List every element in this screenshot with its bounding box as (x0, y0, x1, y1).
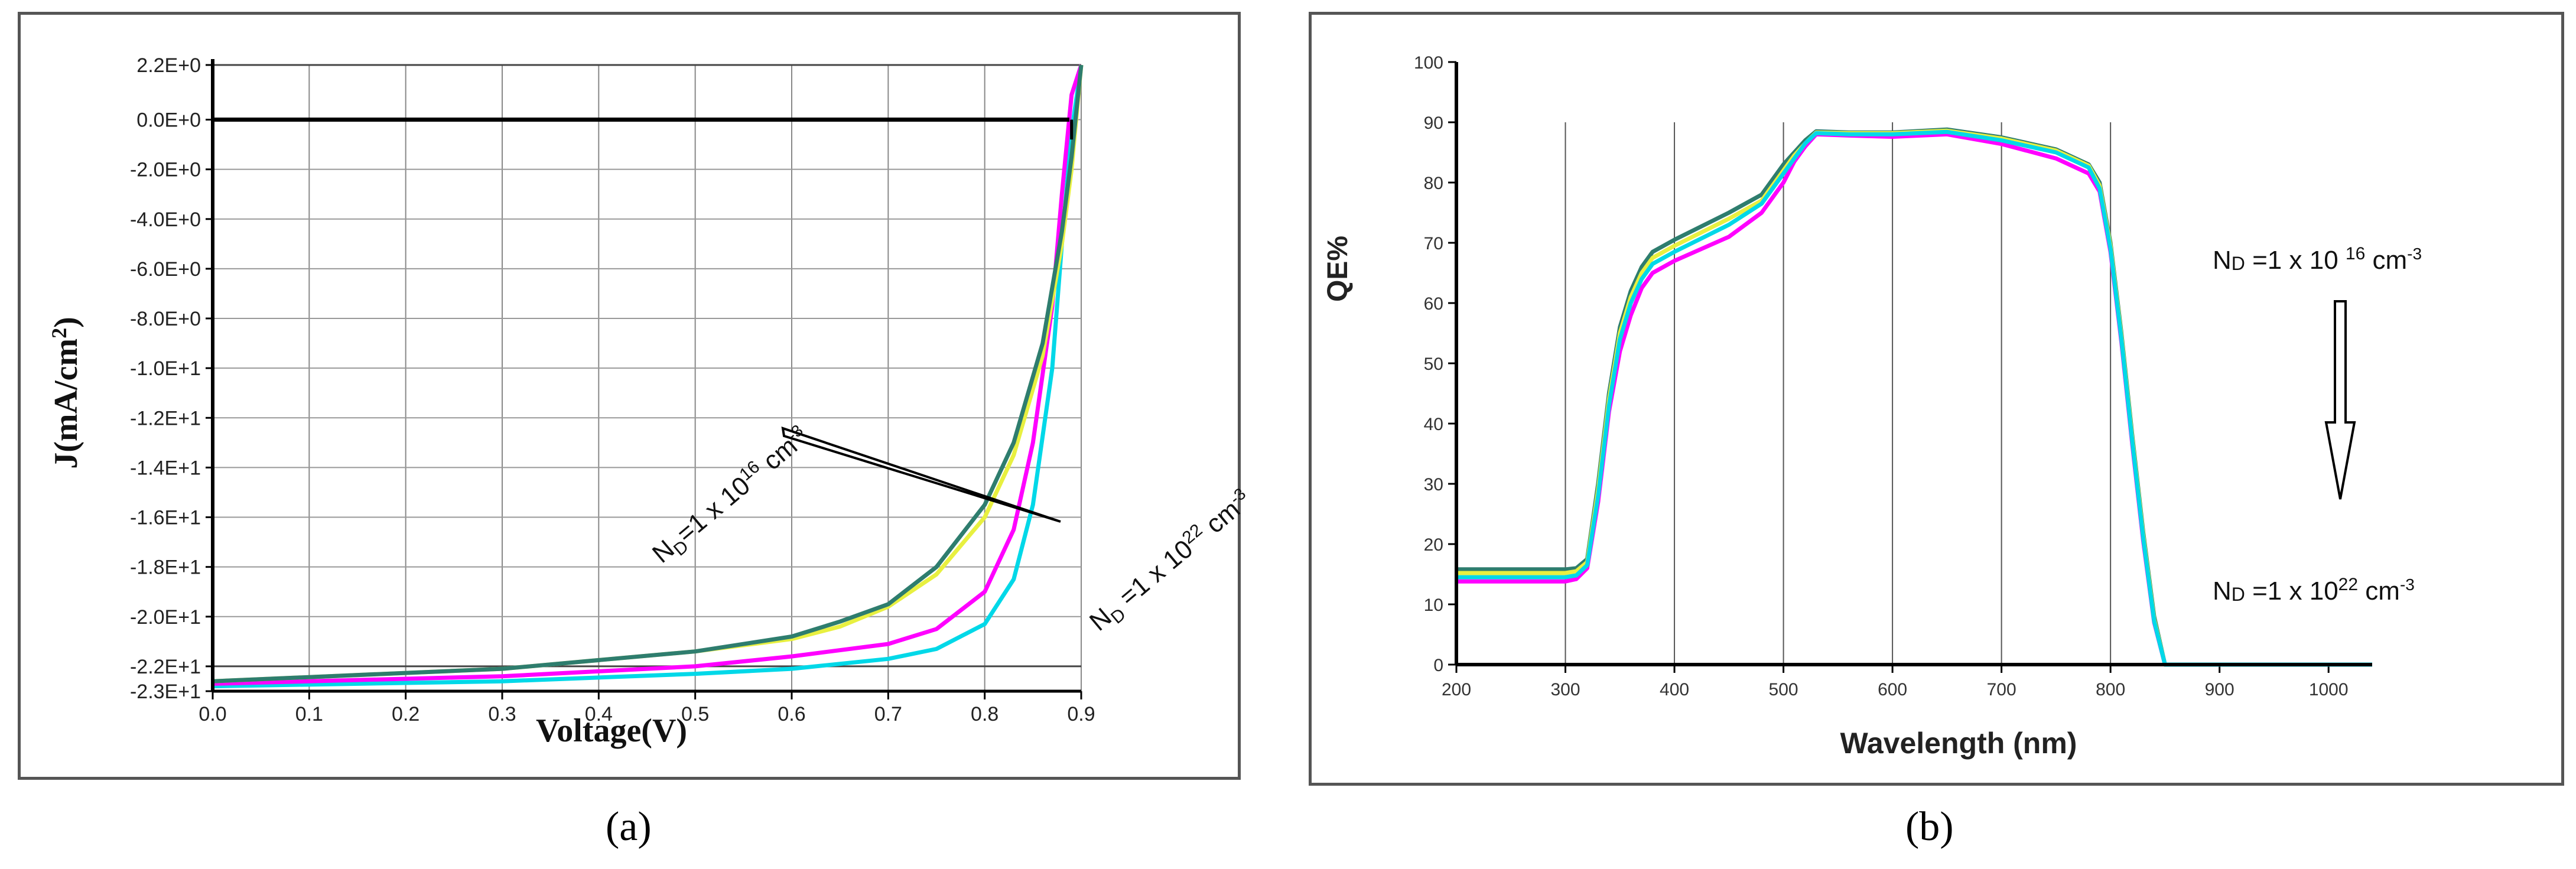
qe-x-tick-label: 800 (2096, 680, 2125, 699)
qe-x-tick-label: 400 (1660, 680, 1689, 699)
qe-x-tick-label: 1000 (2309, 680, 2349, 699)
qe-x-tick-label: 700 (1987, 680, 2016, 699)
qe-y-tick-label: 20 (1424, 535, 1443, 555)
jv-axes (211, 59, 1081, 693)
jv-x-tick-label: 0.0 (199, 703, 226, 725)
jv-y-tick-label: -6.0E+0 (130, 258, 201, 281)
jv-x-tick-label: 0.2 (392, 703, 419, 725)
qe-series-cyan (1456, 129, 2372, 667)
qe-y-tick-label: 50 (1424, 354, 1443, 374)
jv-y-tick-label: -2.2E+1 (130, 656, 201, 678)
jv-y-tick-label: -1.6E+1 (130, 507, 201, 529)
qe-y-tick-label: 60 (1424, 294, 1443, 314)
jv-chart: 2.2E+0 0.0E+0 -2.0E+0 -4.0E+0 -6.0E+0 -8.0E+0… (47, 54, 1249, 749)
jv-series-group (212, 64, 1084, 689)
jv-y-tick-label: -4.0E+0 (130, 209, 201, 231)
qe-series-group (1456, 127, 2372, 667)
jv-series-green (212, 64, 1084, 684)
jv-grid (212, 64, 1082, 692)
jv-y-tick-label: 2.2E+0 (136, 54, 201, 77)
qe-y-tick-label: 90 (1424, 113, 1443, 133)
qe-x-tick-label: 300 (1550, 680, 1580, 699)
qe-annotation-low-doping: ND =1 x 10 16 cm-3 (2213, 244, 2422, 275)
qe-chart: 0 10 20 30 40 50 60 70 80 90 100 200 300 400 500 600 70… (1322, 53, 2422, 760)
jv-y-tick-label: -2.0E+0 (130, 159, 201, 181)
jv-y-tick-label: -2.3E+1 (130, 681, 201, 703)
qe-y-tick-label: 70 (1424, 234, 1443, 253)
jv-x-axis-label: Voltage(V) (536, 712, 687, 749)
qe-grid (1565, 122, 2112, 665)
caption-a: (a) (606, 804, 652, 850)
caption-b: (b) (1905, 804, 1954, 850)
jv-x-tick-label: 0.7 (874, 703, 902, 725)
jv-y-ticks: 2.2E+0 0.0E+0 -2.0E+0 -4.0E+0 -6.0E+0 -8.0E+0… (130, 54, 213, 703)
qe-x-tick-label: 200 (1442, 680, 1471, 699)
jv-x-ticks: 0.0 0.1 0.2 0.3 0.4 0.5 0.6 0.7 0.8 0.9 (199, 691, 1095, 725)
qe-y-tick-label: 0 (1433, 656, 1443, 675)
jv-x-tick-label: 0.6 (778, 703, 805, 725)
jv-chart-panel: 2.2E+0 0.0E+0 -2.0E+0 -4.0E+0 -6.0E+0 -8.0E+0… (18, 12, 1249, 780)
jv-x-tick-label: 0.5 (681, 703, 709, 725)
jv-y-tick-label: -2.0E+1 (130, 606, 201, 629)
qe-x-axis-label: Wavelength (nm) (1840, 727, 2077, 760)
qe-y-tick-label: 30 (1424, 475, 1443, 494)
jv-series-magenta (212, 64, 1084, 686)
jv-trend-arrow (781, 427, 1061, 523)
jv-x-tick-label: 0.4 (585, 703, 613, 725)
qe-y-tick-label: 100 (1414, 53, 1443, 73)
qe-y-ticks: 0 10 20 30 40 50 60 70 80 90 100 (1414, 53, 1456, 675)
jv-y-tick-label: -1.2E+1 (130, 407, 201, 429)
qe-chart-panel: 0 10 20 30 40 50 60 70 80 90 100 200 300 400 500 600 70… (1309, 12, 2564, 786)
qe-x-tick-label: 500 (1769, 680, 1798, 699)
jv-series-cyan (212, 64, 1084, 689)
jv-x-tick-label: 0.8 (971, 703, 998, 725)
qe-axes (1455, 62, 2372, 666)
jv-series-yellow (212, 64, 1084, 684)
jv-annotation-high-doping: ND =1 x 1022 cm-3 (1083, 484, 1260, 640)
qe-x-ticks: 200 300 400 500 600 700 800 900 1000 (1442, 665, 2349, 699)
qe-trend-arrow (2324, 300, 2356, 500)
qe-y-tick-label: 80 (1424, 174, 1443, 193)
jv-x-tick-label: 0.3 (488, 703, 516, 725)
jv-y-tick-label: -1.0E+1 (130, 357, 201, 380)
qe-x-tick-label: 600 (1878, 680, 1907, 699)
jv-y-tick-label: -8.0E+0 (130, 308, 201, 330)
qe-annotation-high-doping: ND =1 x 1022 cm-3 (2213, 575, 2415, 606)
jv-y-tick-label: 0.0E+0 (136, 109, 201, 132)
qe-y-tick-label: 10 (1424, 595, 1443, 615)
jv-y-tick-label: -1.8E+1 (130, 556, 201, 579)
jv-annotation-low-doping: ND=1 x 1016 cm-3 (646, 421, 817, 572)
jv-x-tick-label: 0.1 (295, 703, 323, 725)
jv-y-axis-label: J(mA/cm2) (47, 317, 84, 468)
qe-y-axis-label: QE% (1322, 236, 1354, 302)
qe-y-tick-label: 40 (1424, 415, 1443, 434)
jv-x-tick-label: 0.9 (1067, 703, 1095, 725)
jv-y-tick-label: -1.4E+1 (130, 457, 201, 479)
qe-x-tick-label: 900 (2205, 680, 2235, 699)
